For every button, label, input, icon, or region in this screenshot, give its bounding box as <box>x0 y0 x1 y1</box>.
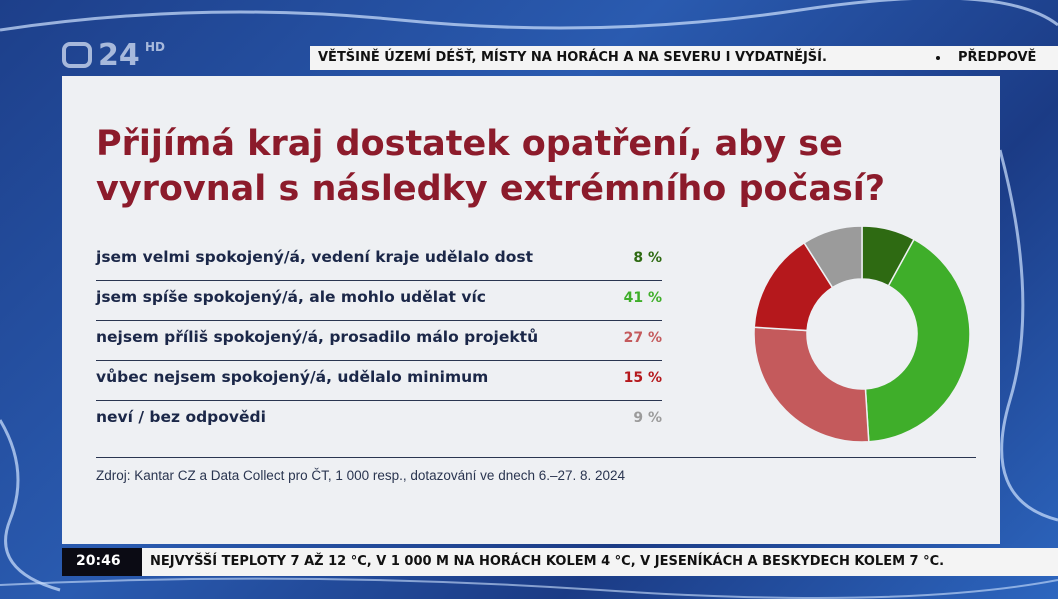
time-box <box>62 548 142 576</box>
legend-row: jsem spíše spokojený/á, ale mohlo udělat… <box>96 280 662 321</box>
clock: 20:46 <box>76 553 121 569</box>
top-ticker-bar <box>310 46 1058 70</box>
category-label: vůbec nejsem spokojený/á, udělalo minimu… <box>96 368 489 386</box>
category-label: neví / bez odpovědi <box>96 408 266 426</box>
bottom-ticker: NEJVYŠŠÍ TEPLOTY 7 AŽ 12 °C, V 1 000 M N… <box>150 554 945 569</box>
logo: 24 <box>98 38 140 73</box>
category-label: jsem velmi spokojený/á, vedení kraje udě… <box>96 248 534 266</box>
donut-segment <box>753 326 870 443</box>
legend-row: jsem velmi spokojený/á, vedení kraje udě… <box>96 240 662 281</box>
value-label: 15 % <box>623 370 662 386</box>
source: Zdroj: Kantar CZ a Data Collect pro ČT, … <box>96 468 626 483</box>
value-label: 9 % <box>633 410 662 426</box>
category-label: jsem spíše spokojený/á, ale mohlo udělat… <box>96 288 486 306</box>
top-ticker: VĚTŠINĚ ÚZEMÍ DÉŠŤ, MÍSTY NA HORÁCH A NA… <box>318 50 827 65</box>
donut-segment <box>864 238 971 443</box>
legend-row: vůbec nejsem spokojený/á, udělalo minimu… <box>96 360 662 401</box>
chart-title: Přijímá kraj dostatek opatření, aby se v… <box>96 124 886 209</box>
panel <box>62 76 1000 544</box>
value-label: 27 % <box>623 330 662 346</box>
category-label: nejsem příliš spokojený/á, prosadilo mál… <box>96 328 539 346</box>
donut-chart <box>753 225 971 443</box>
value-label: 8 % <box>633 250 662 266</box>
bottom-ticker-bar <box>142 548 1058 576</box>
divider <box>96 457 976 458</box>
ticker-bullet <box>936 56 940 60</box>
legend-row: neví / bez odpovědi 9 % <box>96 400 662 440</box>
donut-segment <box>803 225 863 289</box>
logo-hd: HD <box>145 40 166 54</box>
legend-row: nejsem příliš spokojený/á, prosadilo mál… <box>96 320 662 361</box>
value-label: 41 % <box>623 290 662 306</box>
top-ticker-next: PŘEDPOVĚ <box>958 50 1037 65</box>
